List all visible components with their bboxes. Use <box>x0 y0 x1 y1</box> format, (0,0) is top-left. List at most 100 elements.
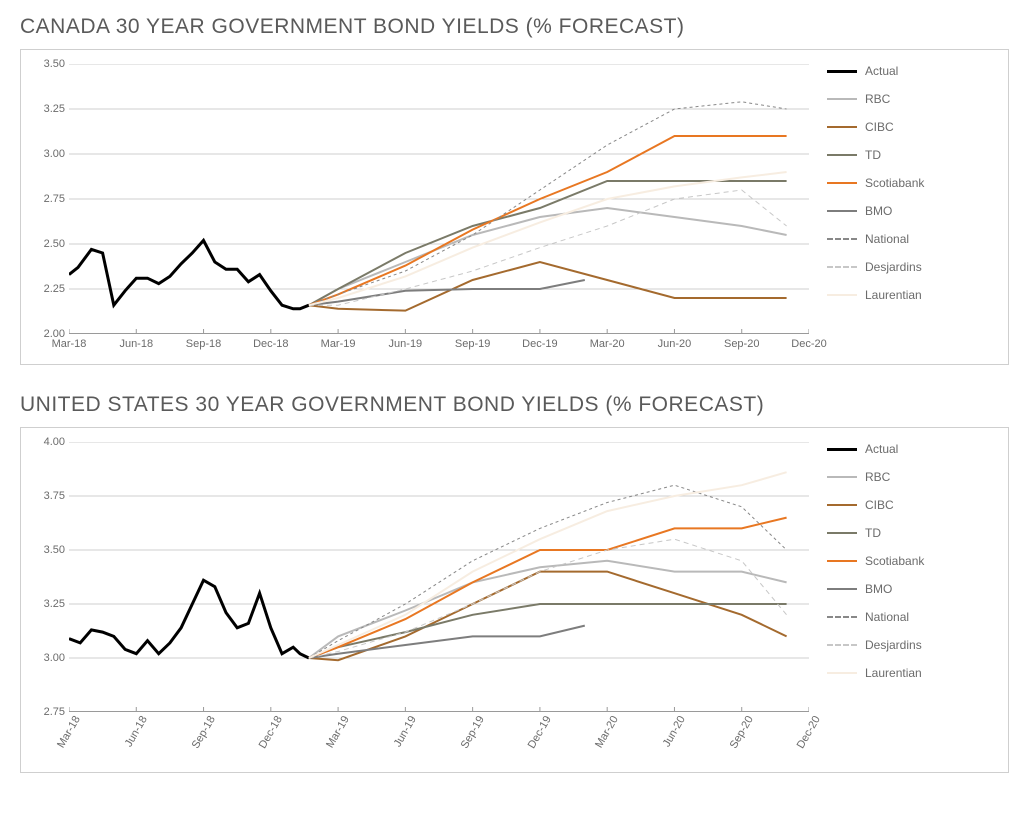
plot-area: 2.753.003.253.503.754.00Mar-18Jun-18Sep-… <box>69 442 809 712</box>
legend-item: Scotiabank <box>827 554 924 568</box>
legend-label: BMO <box>865 582 892 596</box>
chart-box: 2.753.003.253.503.754.00Mar-18Jun-18Sep-… <box>20 427 1009 773</box>
legend-item: National <box>827 610 924 624</box>
x-tick-label: Dec-20 <box>791 334 826 350</box>
legend-label: National <box>865 232 909 246</box>
legend-item: CIBC <box>827 498 924 512</box>
legend-swatch <box>827 560 857 562</box>
legend-label: RBC <box>865 470 890 484</box>
x-tick-label: Dec-20 <box>791 712 823 751</box>
chart-panel-0: CANADA 30 YEAR GOVERNMENT BOND YIELDS (%… <box>20 15 1009 365</box>
legend-swatch <box>827 532 857 534</box>
series-line-actual <box>69 240 309 308</box>
y-tick-label: 3.50 <box>44 544 69 556</box>
legend-swatch <box>827 448 857 451</box>
legend-item: Desjardins <box>827 638 924 652</box>
legend-item: Scotiabank <box>827 176 924 190</box>
x-tick-label: Jun-19 <box>389 334 423 350</box>
series-line-laurentian <box>309 172 787 305</box>
legend: Actual RBC CIBC TD Scotiabank BMO National Desj… <box>827 64 924 316</box>
legend-item: RBC <box>827 92 924 106</box>
legend-label: Actual <box>865 442 898 456</box>
series-line-desjardins <box>309 539 787 658</box>
legend-swatch <box>827 588 857 590</box>
legend-label: TD <box>865 148 881 162</box>
legend-swatch <box>827 644 857 646</box>
x-tick-label: Sep-18 <box>186 334 221 350</box>
legend-label: Actual <box>865 64 898 78</box>
series-line-rbc <box>309 561 787 658</box>
y-tick-label: 3.25 <box>44 103 69 115</box>
legend-item: Laurentian <box>827 288 924 302</box>
x-tick-label: Dec-18 <box>253 334 288 350</box>
legend-label: BMO <box>865 204 892 218</box>
series-line-actual <box>69 580 309 658</box>
y-tick-label: 3.50 <box>44 58 69 70</box>
legend-label: Laurentian <box>865 288 922 302</box>
x-tick-label: Jun-18 <box>119 712 150 749</box>
legend-item: Actual <box>827 442 924 456</box>
x-tick-label: Sep-19 <box>455 334 490 350</box>
legend-label: TD <box>865 526 881 540</box>
legend: Actual RBC CIBC TD Scotiabank BMO National Desj… <box>827 442 924 694</box>
x-tick-label: Dec-19 <box>522 712 554 751</box>
x-tick-label: Sep-18 <box>186 712 218 751</box>
legend-item: National <box>827 232 924 246</box>
y-tick-label: 2.25 <box>44 283 69 295</box>
legend-item: Laurentian <box>827 666 924 680</box>
chart-title: CANADA 30 YEAR GOVERNMENT BOND YIELDS (%… <box>20 15 1009 39</box>
legend-item: Actual <box>827 64 924 78</box>
x-tick-label: Jun-20 <box>658 334 692 350</box>
y-tick-label: 3.00 <box>44 148 69 160</box>
x-tick-label: Mar-18 <box>52 334 87 350</box>
legend-label: CIBC <box>865 120 894 134</box>
legend-swatch <box>827 238 857 240</box>
x-tick-label: Sep-19 <box>455 712 487 751</box>
legend-swatch <box>827 504 857 506</box>
legend-item: TD <box>827 148 924 162</box>
plot-svg <box>69 64 809 334</box>
legend-label: Scotiabank <box>865 176 924 190</box>
chart-panel-1: UNITED STATES 30 YEAR GOVERNMENT BOND YI… <box>20 393 1009 773</box>
legend-swatch <box>827 210 857 212</box>
legend-label: RBC <box>865 92 890 106</box>
chart-box: 2.002.252.502.753.003.253.50Mar-18Jun-18… <box>20 49 1009 365</box>
x-tick-label: Sep-20 <box>724 712 756 751</box>
plot-svg <box>69 442 809 712</box>
series-line-rbc <box>309 208 787 305</box>
y-tick-label: 3.00 <box>44 652 69 664</box>
legend-swatch <box>827 70 857 73</box>
legend-swatch <box>827 98 857 100</box>
legend-swatch <box>827 266 857 268</box>
legend-swatch <box>827 476 857 478</box>
x-tick-label: Mar-19 <box>321 712 352 750</box>
legend-item: CIBC <box>827 120 924 134</box>
series-line-td <box>309 604 787 658</box>
legend-item: BMO <box>827 582 924 596</box>
legend-swatch <box>827 182 857 184</box>
x-tick-label: Sep-20 <box>724 334 759 350</box>
x-tick-label: Mar-20 <box>590 712 621 750</box>
legend-swatch <box>827 294 857 296</box>
legend-item: RBC <box>827 470 924 484</box>
chart-title: UNITED STATES 30 YEAR GOVERNMENT BOND YI… <box>20 393 1009 417</box>
legend-swatch <box>827 126 857 128</box>
series-line-cibc <box>309 262 787 311</box>
y-tick-label: 2.75 <box>44 193 69 205</box>
x-tick-label: Jun-19 <box>389 712 420 749</box>
legend-swatch <box>827 672 857 674</box>
y-tick-label: 4.00 <box>44 436 69 448</box>
legend-label: Desjardins <box>865 638 922 652</box>
x-tick-label: Dec-18 <box>253 712 285 751</box>
legend-item: Desjardins <box>827 260 924 274</box>
legend-label: Scotiabank <box>865 554 924 568</box>
legend-swatch <box>827 616 857 618</box>
legend-label: National <box>865 610 909 624</box>
y-tick-label: 3.25 <box>44 598 69 610</box>
x-tick-label: Jun-18 <box>119 334 153 350</box>
x-tick-label: Mar-19 <box>321 334 356 350</box>
x-tick-label: Dec-19 <box>522 334 557 350</box>
y-tick-label: 2.50 <box>44 238 69 250</box>
series-line-national <box>309 102 787 305</box>
plot-area: 2.002.252.502.753.003.253.50Mar-18Jun-18… <box>69 64 809 334</box>
